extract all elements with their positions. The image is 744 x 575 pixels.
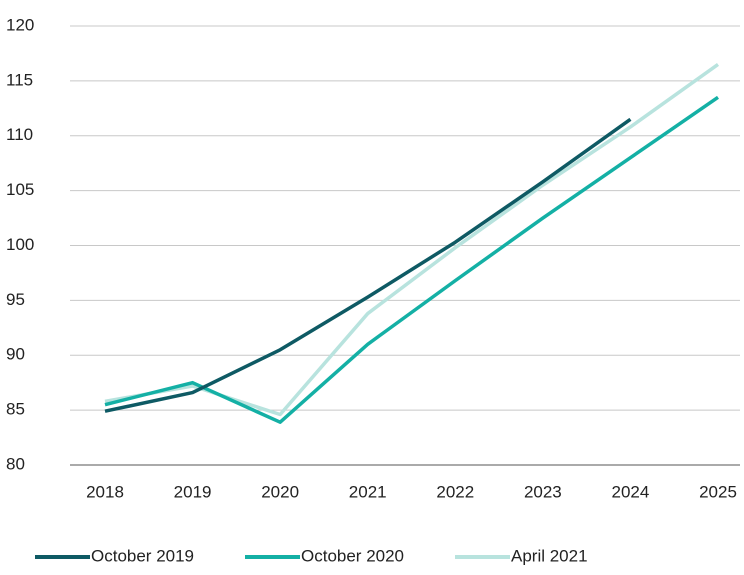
y-tick-label: 105 bbox=[6, 180, 34, 199]
x-tick-label: 2023 bbox=[524, 482, 562, 501]
y-tick-label: 85 bbox=[6, 400, 25, 419]
legend-label: April 2021 bbox=[511, 546, 588, 565]
y-tick-label: 95 bbox=[6, 290, 25, 309]
line-series bbox=[104, 62, 720, 417]
x-tick-label: 2025 bbox=[699, 482, 737, 501]
x-tick-label: 2021 bbox=[349, 482, 387, 501]
x-tick-label: 2020 bbox=[261, 482, 299, 501]
x-tick-label: 2019 bbox=[174, 482, 212, 501]
legend-label: October 2020 bbox=[301, 546, 404, 565]
y-tick-label: 110 bbox=[6, 125, 33, 144]
line-series bbox=[104, 95, 719, 424]
legend-label: October 2019 bbox=[91, 546, 194, 565]
y-tick-label: 115 bbox=[6, 70, 33, 89]
line-series bbox=[104, 117, 632, 413]
y-tick-label: 90 bbox=[6, 345, 25, 364]
x-tick-label: 2022 bbox=[436, 482, 474, 501]
y-tick-label: 100 bbox=[6, 235, 34, 254]
x-tick-label: 2018 bbox=[86, 482, 124, 501]
y-tick-label: 120 bbox=[6, 15, 34, 34]
y-tick-label: 80 bbox=[6, 454, 25, 473]
x-tick-label: 2024 bbox=[612, 482, 650, 501]
